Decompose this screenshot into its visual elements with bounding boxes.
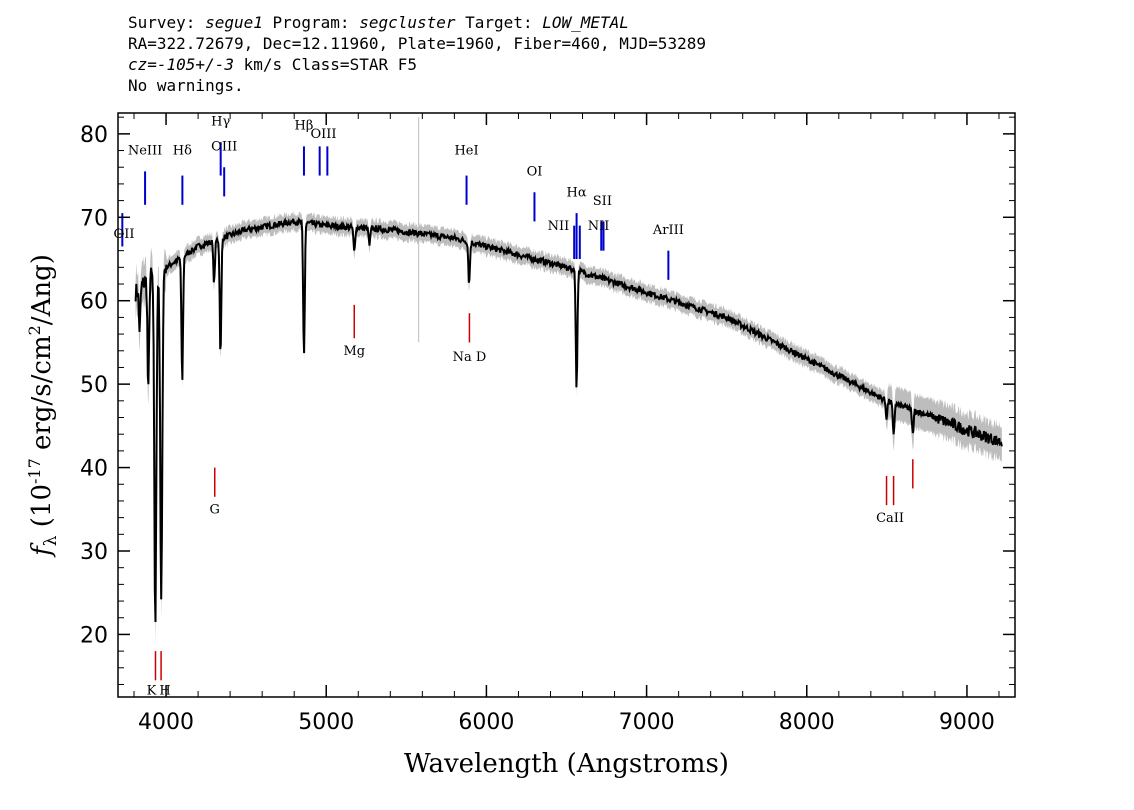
spectrum-header: Survey: segue1 Program: segcluster Targe… xyxy=(128,12,706,96)
emission-line-label: Hγ xyxy=(211,115,230,130)
error-band-area xyxy=(135,210,1002,643)
survey-label: Survey: xyxy=(128,13,206,32)
y-tick-label: 50 xyxy=(80,373,108,398)
header-line-coords: RA=322.72679, Dec=12.11960, Plate=1960, … xyxy=(128,34,706,53)
ylabel-main: (10 xyxy=(27,484,57,536)
header-line-survey: Survey: segue1 Program: segcluster Targe… xyxy=(128,12,706,33)
x-tick-label: 6000 xyxy=(458,710,514,735)
emission-line-label: OIII xyxy=(211,140,237,155)
ylabel-exp: -17 xyxy=(25,458,44,484)
ylabel-exp2: 2 xyxy=(25,325,44,335)
emission-line-label: NeIII xyxy=(128,144,162,159)
absorption-line-label: H xyxy=(159,683,170,698)
plot-frame xyxy=(117,112,1016,698)
spectrum-line xyxy=(134,216,1003,623)
y-axis-title: fλ (10-17 erg/s/cm2/Ang) xyxy=(25,254,61,558)
emission-line-label: ArIII xyxy=(652,223,684,238)
x-tick-label: 4000 xyxy=(138,710,194,735)
x-tick-label: 7000 xyxy=(619,710,675,735)
emission-line-label: OIII xyxy=(310,127,336,142)
emission-line-label: NII xyxy=(548,219,570,234)
absorption-line-label: Mg xyxy=(343,344,365,359)
ylabel-rest: erg/s/cm xyxy=(27,335,57,458)
spectrum-series xyxy=(134,216,1003,623)
target-value: LOW_METAL xyxy=(542,13,629,32)
x-tick-label: 5000 xyxy=(298,710,354,735)
cz-value: cz=-105+/-3 xyxy=(128,55,234,74)
emission-line-label: NII xyxy=(588,219,610,234)
x-tick-label: 8000 xyxy=(779,710,835,735)
y-tick-label: 80 xyxy=(80,123,108,148)
survey-value: segue1 xyxy=(205,13,263,32)
absorption-line-label: G xyxy=(210,502,220,517)
class-text: km/s Class=STAR F5 xyxy=(233,55,417,74)
y-tick-label: 40 xyxy=(80,457,108,482)
emission-line-label: SII xyxy=(593,194,612,209)
axis-ticks: 4000 5000 6000 7000 8000 9000 20 30 40 50 60 70 80 xyxy=(80,113,1015,735)
y-tick-label: 30 xyxy=(80,540,108,565)
ylabel-end: /Ang) xyxy=(27,254,57,325)
x-axis-title: Wavelength (Angstroms) xyxy=(404,749,729,779)
header-line-redshift: cz=-105+/-3 km/s Class=STAR F5 xyxy=(128,54,706,75)
header-line-warnings: No warnings. xyxy=(128,76,244,95)
x-tick-label: 9000 xyxy=(939,710,995,735)
emission-line-label: OII xyxy=(114,227,135,242)
emission-line-label: Hδ xyxy=(173,144,192,159)
emission-line-label: HeI xyxy=(454,144,478,159)
target-label: Target: xyxy=(455,13,543,32)
ylabel-lambda: λ xyxy=(41,535,61,546)
y-tick-label: 60 xyxy=(80,290,108,315)
absorption-line-label: K xyxy=(147,683,157,698)
y-tick-label: 70 xyxy=(80,206,108,231)
program-label: Program: xyxy=(262,13,360,32)
absorption-line-label: CaII xyxy=(876,511,904,526)
emission-line-label: Hβ xyxy=(295,119,314,134)
emission-line-label: Hα xyxy=(567,185,587,200)
program-value: segcluster xyxy=(359,13,456,32)
emission-line-label: OI xyxy=(527,165,543,180)
y-tick-label: 20 xyxy=(80,623,108,648)
absorption-line-label: Na D xyxy=(453,350,487,365)
